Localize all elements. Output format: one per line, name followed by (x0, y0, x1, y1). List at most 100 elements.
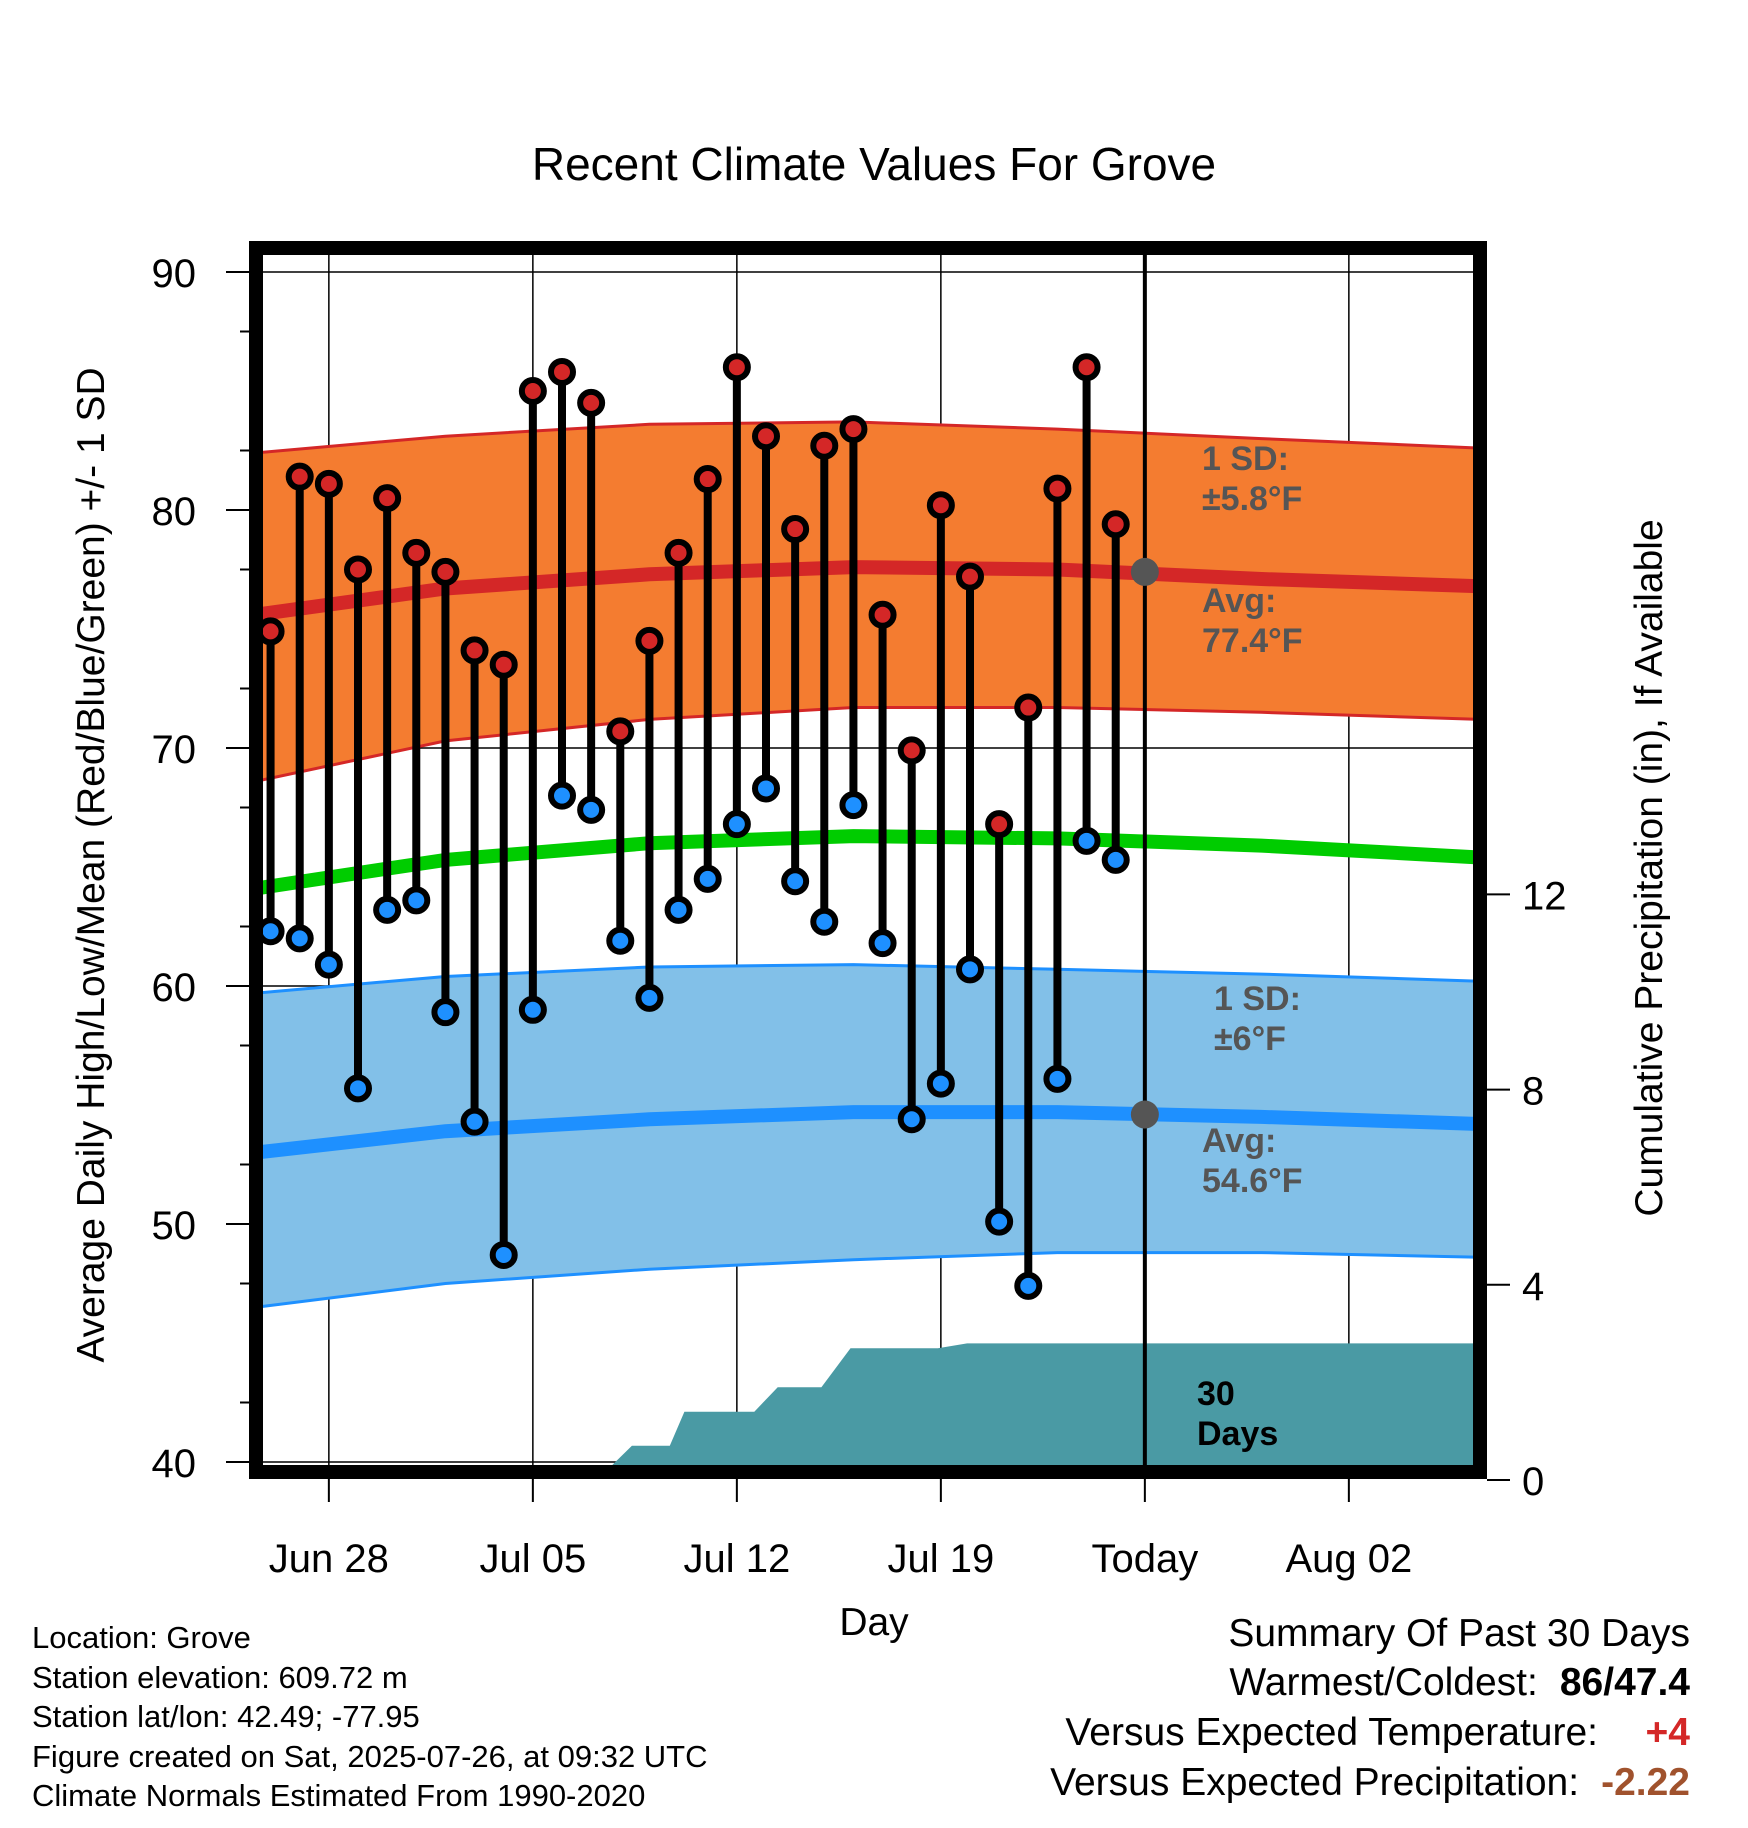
x-tick-label: Jun 28 (269, 1537, 389, 1581)
daily-low-point (722, 810, 751, 839)
daily-low-point (1014, 1271, 1043, 1300)
high-sd-annotation: 1 SD: ±5.8°F (1202, 440, 1302, 518)
daily-low-point (285, 924, 314, 953)
low-sd-lower-line (256, 1251, 1480, 1309)
high-sd-annotation-line: 1 SD: (1202, 440, 1289, 478)
daily-low-point (373, 895, 402, 924)
today-high-normal-dot (1130, 557, 1159, 586)
daily-low-point (402, 886, 431, 915)
daily-low-point (839, 791, 868, 820)
daily-low-point (314, 950, 343, 979)
warmest-value: 86 (1559, 1661, 1604, 1704)
location-text: Location: Grove (32, 1620, 251, 1655)
daily-high-point (285, 462, 314, 491)
daily-low-point (548, 781, 576, 810)
daily-high-point (810, 431, 839, 460)
warm-cold-row: Warmest/Coldest: 86/47.4 (1050, 1658, 1690, 1708)
high-sd-band (256, 421, 1480, 782)
daily-high-point (985, 810, 1014, 839)
x-tick-label: Jul 19 (887, 1537, 994, 1581)
daily-high-point (460, 636, 489, 665)
daily-high-point (722, 353, 751, 382)
y-tick-label: 40 (152, 1442, 197, 1486)
low-normal-line (256, 1105, 1480, 1160)
daily-high-point (606, 717, 635, 746)
x-tick-label: Jul 12 (683, 1537, 790, 1581)
daily-high-point (402, 538, 431, 567)
daily-low-point (810, 907, 839, 936)
coldest-value: 47.4 (1614, 1661, 1690, 1704)
daily-low-point (956, 955, 984, 984)
x-tick-label: Jul 05 (479, 1537, 586, 1581)
high-avg-annotation-line: Avg: (1202, 582, 1276, 620)
summary-panel: Summary Of Past 30 Days Warmest/Coldest:… (1050, 1610, 1690, 1808)
low-sd-annotation: 1 SD: ±6°F (1214, 980, 1301, 1058)
precip-period-annotation-line: Days (1197, 1415, 1278, 1453)
daily-high-point (1014, 693, 1043, 722)
daily-low-point (664, 895, 693, 924)
daily-high-point (693, 465, 722, 494)
x-tick-label: Aug 02 (1285, 1537, 1412, 1581)
today-low-normal-dot (1130, 1100, 1159, 1129)
precip-anomaly-row: Versus Expected Precipitation: -2.22 (1050, 1758, 1690, 1808)
warm-cold-value: 86/47.4 (1560, 1658, 1690, 1708)
summary-title: Summary Of Past 30 Days (1228, 1612, 1690, 1655)
daily-high-point (868, 600, 897, 629)
y-tick-label: 90 (152, 252, 197, 296)
y-tick-label: 70 (152, 728, 197, 772)
daily-high-point (1043, 474, 1072, 503)
daily-high-point (781, 515, 810, 544)
daily-low-point (460, 1107, 489, 1136)
daily-high-point (431, 557, 460, 586)
daily-high-point (548, 357, 576, 386)
temp-anomaly-label: Versus Expected Temperature: (1065, 1711, 1598, 1754)
y-tick-label: 80 (152, 490, 197, 534)
daily-high-point (518, 377, 547, 405)
daily-low-point (431, 998, 460, 1027)
y-tick-label: 50 (152, 1204, 197, 1248)
x-tick-label: Today (1091, 1537, 1198, 1581)
daily-low-point (606, 926, 635, 955)
daily-high-point (1101, 510, 1130, 539)
daily-low-point (489, 1240, 518, 1269)
precip-area (605, 1343, 1480, 1472)
daily-low-point (985, 1207, 1014, 1236)
created-text: Figure created on Sat, 2025-07-26, at 09… (32, 1738, 708, 1774)
precip-period-annotation: 30 Days (1197, 1375, 1278, 1453)
y-axis-label: Average Daily High/Low/Mean (Red/Blue/Gr… (70, 367, 113, 1362)
precip-anomaly-value: -2.22 (1601, 1761, 1690, 1804)
precip-period-annotation-line: 30 (1197, 1375, 1235, 1413)
low-avg-annotation-line: 54.6°F (1202, 1162, 1303, 1200)
latlon-text: Station lat/lon: 42.49; -77.95 (32, 1699, 420, 1734)
low-avg-annotation: Avg: 54.6°F (1202, 1122, 1303, 1200)
y2-tick-label: 4 (1522, 1265, 1544, 1309)
daily-low-point (518, 995, 547, 1024)
daily-high-point (373, 484, 402, 513)
mean-normal-line (256, 829, 1480, 896)
high-sd-annotation-line: ±5.8°F (1202, 480, 1302, 518)
daily-high-point (926, 491, 955, 520)
daily-low-point (752, 774, 780, 803)
high-avg-annotation: Avg: 77.4°F (1202, 582, 1303, 660)
daily-low-point (781, 867, 810, 896)
daily-high-point (1072, 353, 1101, 382)
daily-low-point (926, 1069, 955, 1098)
y2-tick-label: 8 (1522, 1070, 1544, 1114)
daily-high-point (635, 626, 664, 655)
daily-low-point (635, 983, 664, 1012)
daily-high-point (839, 415, 868, 444)
daily-high-point (577, 388, 606, 417)
daily-high-point (664, 538, 693, 567)
daily-high-point (489, 650, 518, 679)
temp-anomaly-value: +4 (1645, 1711, 1690, 1754)
y2-axis-label: Cumulative Precipitation (in), If Availa… (1628, 519, 1671, 1216)
daily-low-point (577, 795, 606, 824)
plot-frame (249, 241, 1487, 1479)
y2-tick-label: 12 (1522, 874, 1567, 918)
high-avg-annotation-line: 77.4°F (1202, 622, 1303, 660)
elevation-text: Station elevation: 609.72 m (32, 1659, 408, 1695)
daily-low-point (868, 929, 897, 958)
